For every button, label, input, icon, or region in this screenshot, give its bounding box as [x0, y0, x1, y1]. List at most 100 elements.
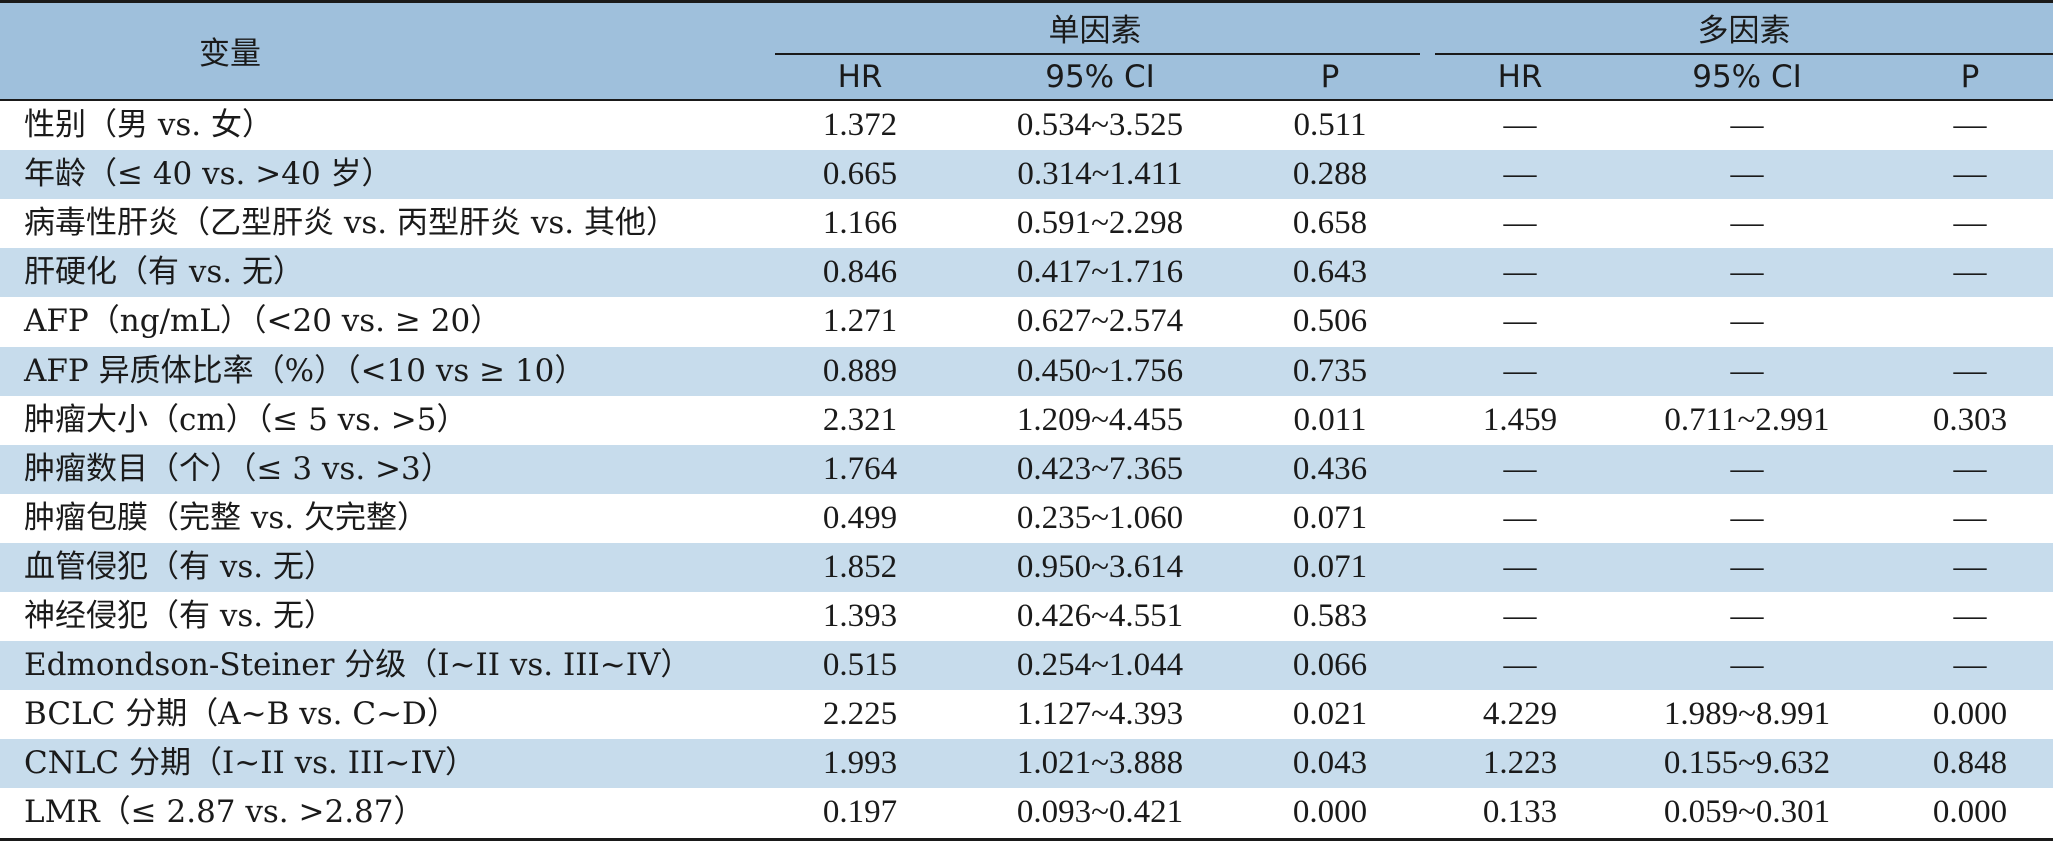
univariate-p-cell: 0.658 [1292, 205, 1368, 242]
multivariate-ci-cell: — [1730, 450, 1764, 487]
table-top-rule [0, 0, 2053, 3]
multivariate-hr-cell: — [1503, 156, 1537, 193]
univariate-ci-cell: 0.093~0.421 [1016, 794, 1184, 831]
univariate-hr-cell: 0.846 [822, 254, 898, 291]
variable-cell: 肿瘤大小（cm）（≤ 5 vs. >5） [24, 401, 468, 438]
table-row: Edmondson-Steiner 分级（I~II vs. III~IV） 0.5… [0, 641, 2053, 691]
multivariate-p-cell: 0.848 [1932, 745, 2008, 782]
multivariate-p-cell: — [1953, 352, 1987, 389]
multivariate-hr-cell: — [1503, 303, 1537, 340]
univariate-group-rule [775, 53, 1420, 55]
variable-cell: CNLC 分期（I~II vs. III~IV） [24, 745, 477, 782]
multivariate-p-cell: 0.000 [1932, 696, 2008, 733]
multivariate-hr-cell: 0.133 [1482, 794, 1558, 831]
univariate-ci-cell: 0.950~3.614 [1016, 548, 1184, 585]
table-row: LMR（≤ 2.87 vs. >2.87） 0.197 0.093~0.421 0.0… [0, 788, 2053, 838]
table-row: 神经侵犯（有 vs. 无） 1.393 0.426~4.551 0.583 — — — [0, 592, 2053, 641]
univariate-ci-header: 95% CI [1045, 59, 1155, 95]
multivariate-ci-cell: — [1730, 205, 1764, 242]
multivariate-hr-cell: 1.459 [1482, 401, 1558, 438]
multivariate-group-header: 多因素 [1697, 13, 1791, 49]
multivariate-p-cell [1890, 297, 2050, 346]
univariate-hr-cell: 1.993 [822, 745, 898, 782]
table-row: 肿瘤大小（cm）（≤ 5 vs. >5） 2.321 1.209~4.455 0.01… [0, 395, 2053, 445]
multivariate-ci-cell: — [1730, 647, 1764, 684]
univariate-hr-header: HR [837, 59, 883, 95]
multivariate-hr-cell: — [1503, 107, 1537, 143]
variable-cell: 性别（男 vs. 女） [24, 107, 273, 143]
univariate-p-cell: 0.071 [1292, 499, 1368, 536]
multivariate-p-header: P [1960, 59, 1980, 95]
multivariate-hr-cell: — [1503, 647, 1537, 684]
univariate-p-cell: 0.043 [1292, 745, 1368, 782]
univariate-hr-cell: 1.271 [822, 303, 898, 340]
table-row: 年龄（≤ 40 vs. >40 岁） 0.665 0.314~1.411 0.288 —… [0, 150, 2053, 200]
multivariate-ci-cell: 0.155~9.632 [1663, 745, 1831, 782]
univariate-p-cell: 0.011 [1293, 401, 1367, 438]
table-header: 变量 单因素 多因素 HR 95% CI P HR 95% CI P [0, 3, 2053, 100]
multivariate-p-cell: — [1953, 499, 1987, 536]
table-row: 肝硬化（有 vs. 无） 0.846 0.417~1.716 0.643 — — — [0, 248, 2053, 298]
table-row: AFP 异质体比率（%）（<10 vs ≥ 10） 0.889 0.450~1.75… [0, 346, 2053, 396]
univariate-ci-cell: 1.021~3.888 [1016, 745, 1184, 782]
univariate-ci-cell: 0.426~4.551 [1016, 598, 1184, 634]
univariate-ci-cell: 0.417~1.716 [1016, 254, 1184, 291]
multivariate-hr-cell: — [1503, 352, 1537, 389]
table-row: 肿瘤包膜（完整 vs. 欠完整） 0.499 0.235~1.060 0.071 — — — [0, 493, 2053, 543]
univariate-p-header: P [1320, 59, 1340, 95]
variable-cell: LMR（≤ 2.87 vs. >2.87） [24, 794, 425, 831]
univariate-ci-cell: 1.127~4.393 [1016, 696, 1184, 733]
univariate-hr-cell: 1.372 [822, 107, 898, 143]
multivariate-p-cell: — [1953, 548, 1987, 585]
multivariate-ci-cell: 0.711~2.991 [1664, 401, 1830, 438]
multivariate-hr-cell: 4.229 [1482, 696, 1558, 733]
univariate-ci-cell: 1.209~4.455 [1016, 401, 1184, 438]
univariate-hr-cell: 0.515 [822, 647, 898, 684]
univariate-ci-cell: 0.534~3.525 [1016, 107, 1184, 143]
multivariate-ci-header: 95% CI [1692, 59, 1802, 95]
univariate-p-cell: 0.436 [1292, 450, 1368, 487]
univariate-hr-cell: 0.197 [822, 794, 898, 831]
variable-cell: AFP 异质体比率（%）（<10 vs ≥ 10） [24, 352, 586, 389]
univariate-ci-cell: 0.235~1.060 [1016, 499, 1184, 536]
table-row: 血管侵犯（有 vs. 无） 1.852 0.950~3.614 0.071 — — — [0, 542, 2053, 592]
univariate-hr-cell: 1.852 [822, 548, 898, 585]
multivariate-ci-cell: — [1730, 107, 1764, 143]
multivariate-group-rule [1435, 53, 2053, 55]
univariate-p-cell: 0.066 [1292, 647, 1368, 684]
multivariate-hr-cell: — [1503, 598, 1537, 634]
univariate-hr-cell: 2.321 [822, 401, 898, 438]
variable-cell: 年龄（≤ 40 vs. >40 岁） [24, 156, 393, 193]
multivariate-hr-cell: — [1503, 499, 1537, 536]
multivariate-hr-header: HR [1497, 59, 1543, 95]
univariate-hr-cell: 0.889 [822, 352, 898, 389]
multivariate-hr-cell: — [1503, 254, 1537, 291]
univariate-ci-cell: 0.450~1.756 [1016, 352, 1184, 389]
univariate-ci-cell: 0.314~1.411 [1017, 156, 1183, 193]
table-bottom-rule [0, 838, 2053, 841]
multivariate-p-cell: — [1953, 205, 1987, 242]
univariate-hr-cell: 1.166 [822, 205, 898, 242]
variable-cell: 神经侵犯（有 vs. 无） [24, 598, 335, 634]
variable-cell: 病毒性肝炎（乙型肝炎 vs. 丙型肝炎 vs. 其他） [24, 205, 677, 242]
multivariate-p-cell: — [1953, 598, 1987, 634]
univariate-p-cell: 0.506 [1292, 303, 1368, 340]
variable-cell: AFP（ng/mL）（<20 vs. ≥ 20） [24, 303, 502, 340]
univariate-ci-cell: 0.627~2.574 [1016, 303, 1184, 340]
variable-column-header: 变量 [199, 36, 261, 72]
variable-cell: Edmondson-Steiner 分级（I~II vs. III~IV） [24, 647, 692, 684]
multivariate-p-cell: — [1953, 156, 1987, 193]
table-row: BCLC 分期（A~B vs. C~D） 2.225 1.127~4.393 0.02… [0, 690, 2053, 740]
multivariate-hr-cell: — [1503, 548, 1537, 585]
univariate-p-cell: 0.511 [1293, 107, 1367, 143]
multivariate-ci-cell: 1.989~8.991 [1663, 696, 1831, 733]
univariate-hr-cell: 1.764 [822, 450, 898, 487]
variable-cell: 血管侵犯（有 vs. 无） [24, 548, 335, 585]
univariate-group-header: 单因素 [1048, 13, 1142, 49]
univariate-p-cell: 0.643 [1292, 254, 1368, 291]
variable-cell: 肝硬化（有 vs. 无） [24, 254, 304, 291]
multivariate-p-cell: — [1953, 254, 1987, 291]
univariate-p-cell: 0.583 [1292, 598, 1368, 634]
univariate-hr-cell: 1.393 [822, 598, 898, 634]
multivariate-p-cell: 0.000 [1932, 794, 2008, 831]
